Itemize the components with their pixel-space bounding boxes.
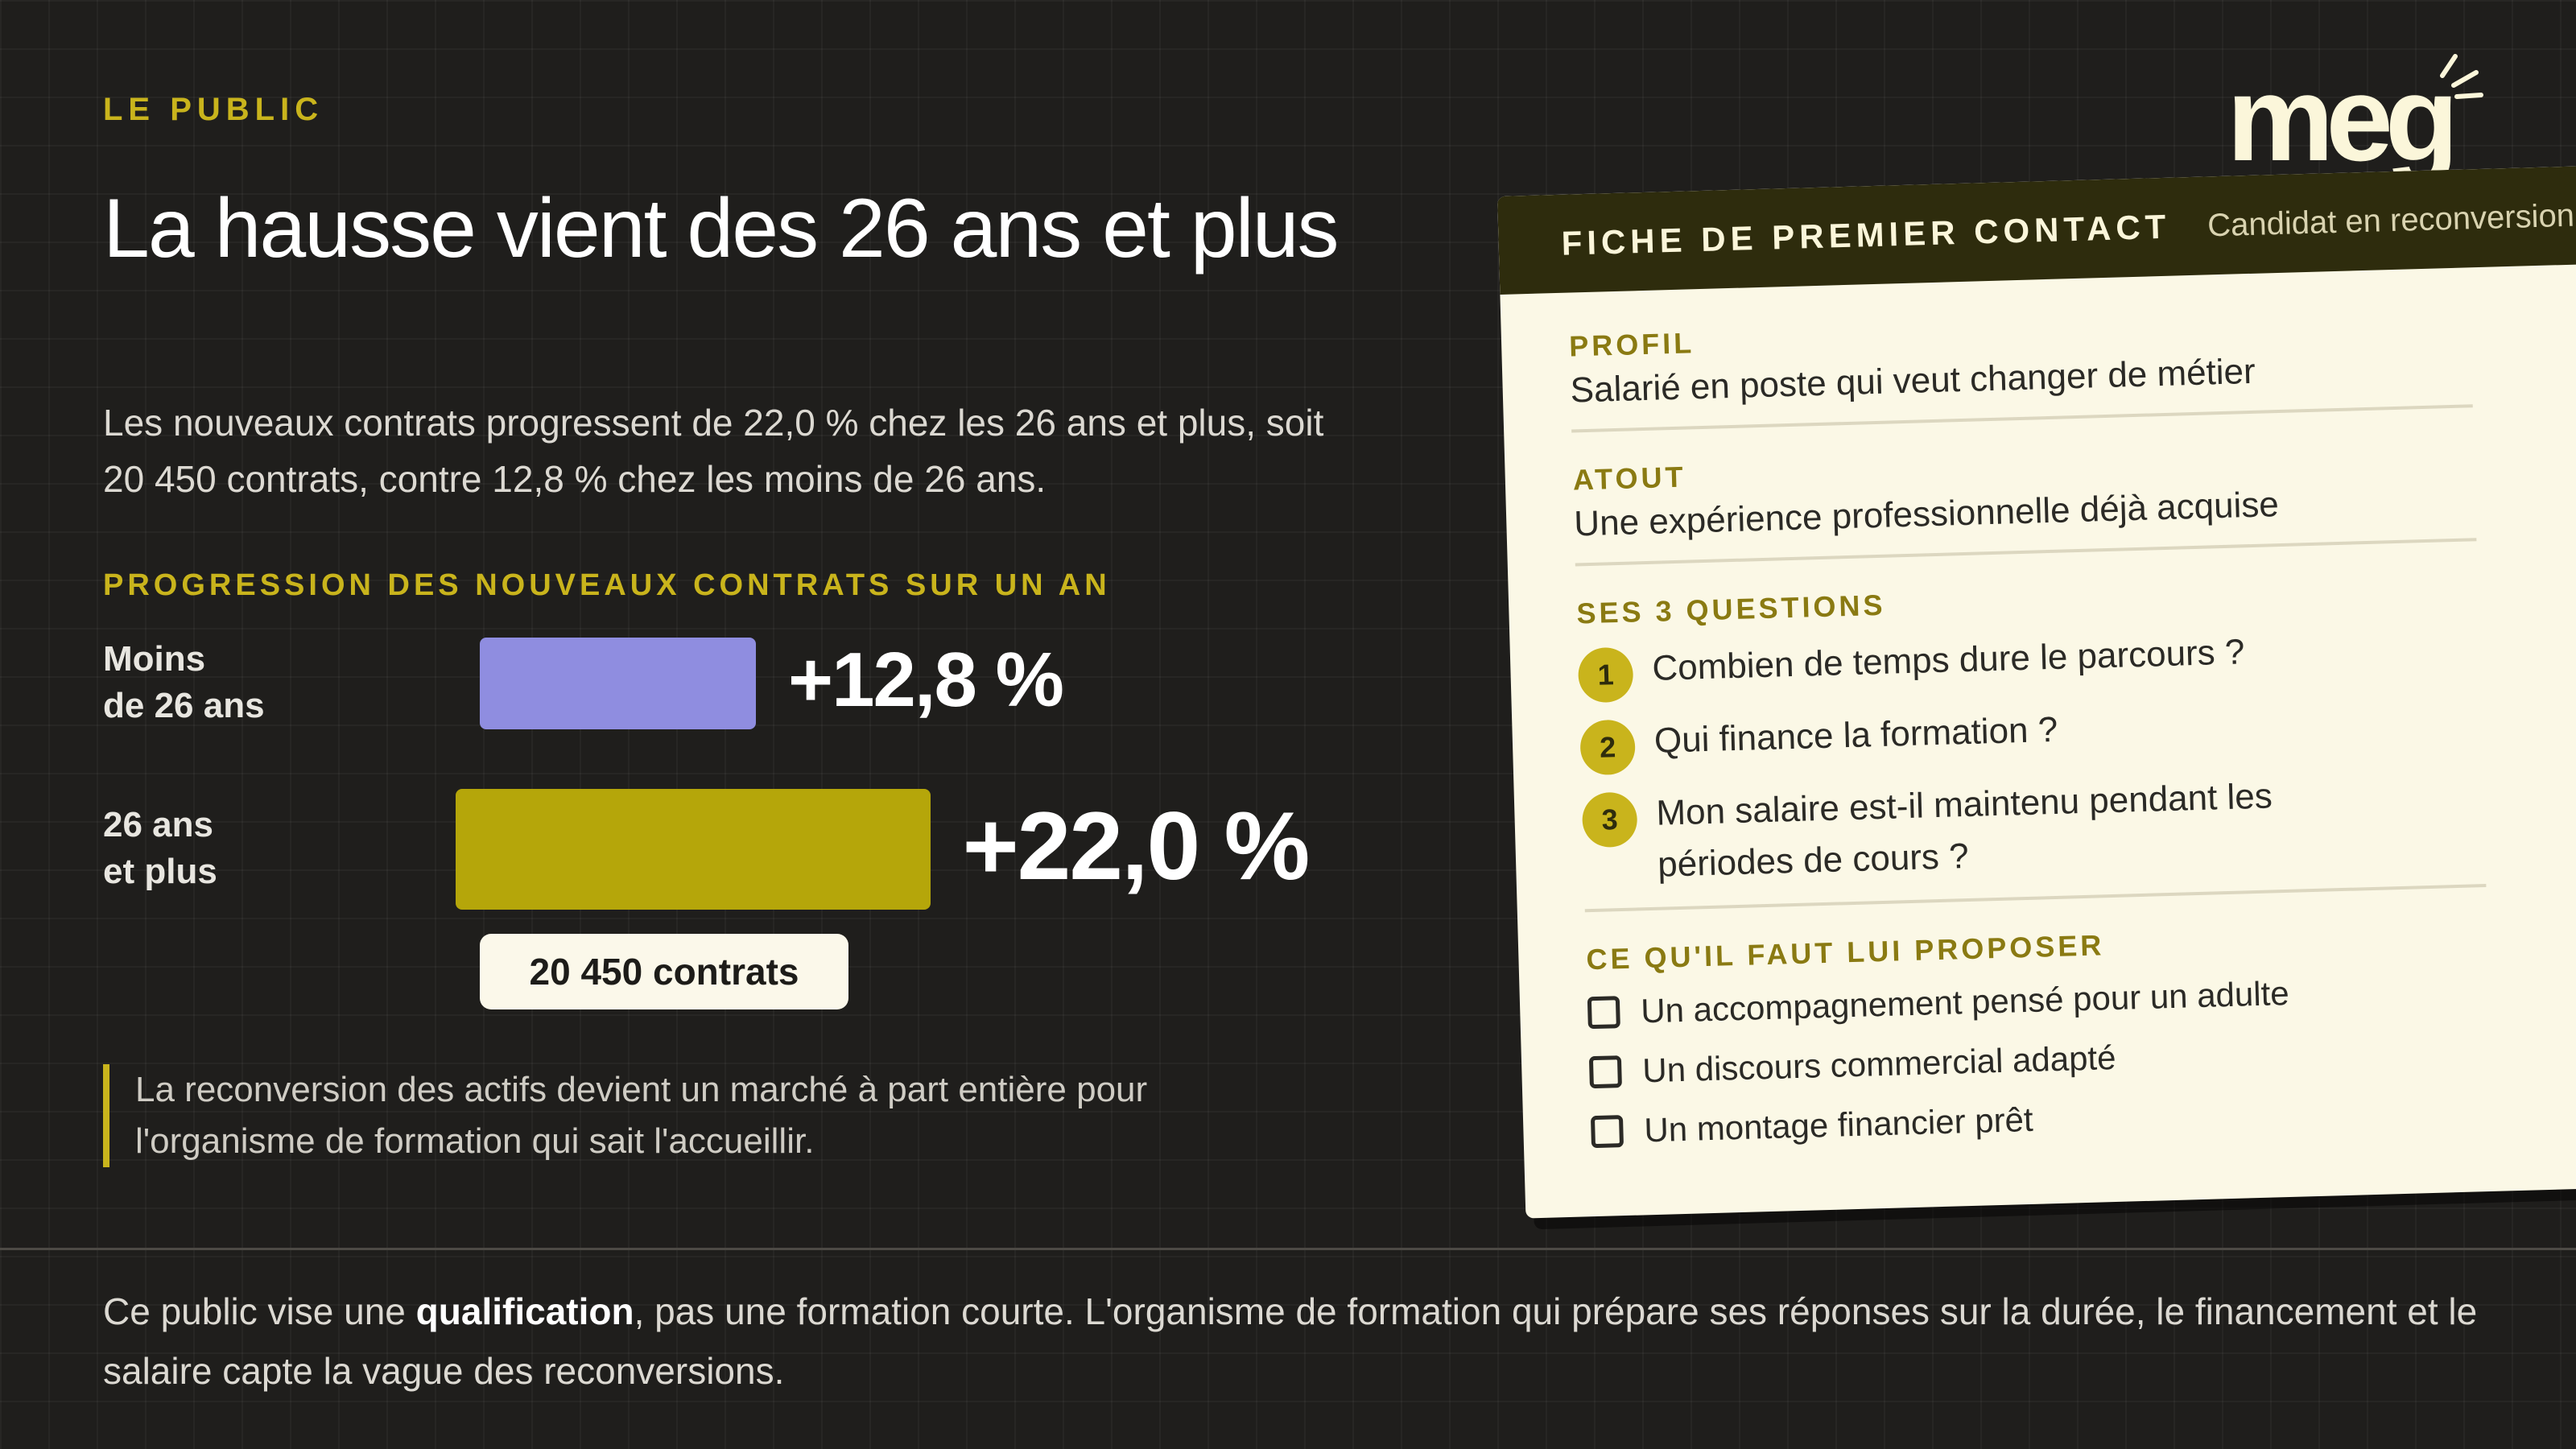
contracts-count-badge: 20 450 contrats [480,934,848,1009]
checklist-text: Un discours commercial adapté [1641,1038,2117,1090]
question-text: Combien de temps dure le parcours ? [1651,632,2246,688]
value-label-under-26: +12,8 % [788,637,1064,723]
value-label-26-plus: +22,0 % [962,792,1311,900]
footer-divider [0,1248,2576,1250]
sparkle-icon [2440,54,2483,99]
card-subtitle: Candidat en reconversion [2207,197,2575,243]
section-kicker: LE PUBLIC [103,92,324,127]
number-badge: 3 [1581,791,1638,848]
bar-under-26 [480,638,757,729]
page-title: La hausse vient des 26 ans et plus [103,182,1340,275]
page-subtitle: Les nouveaux contrats progressent de 22,… [103,402,1324,500]
chart-title: PROGRESSION DES NOUVEAUX CONTRATS SUR UN… [103,568,1111,602]
contact-card: FICHE DE PREMIER CONTACT Candidat en rec… [1497,163,2576,1219]
question-item: 2 Qui finance la formation ? [1579,687,2576,776]
category-label-under-26: Moins de 26 ans [103,639,265,725]
bar-26-plus [456,789,931,910]
question-item: 3 Mon salaire est-il maintenu pendant le… [1581,760,2576,893]
number-badge: 1 [1577,646,1634,704]
checkbox-icon[interactable] [1588,1055,1622,1089]
pull-quote: La reconversion des actifs devient un ma… [103,1064,1311,1167]
number-badge: 2 [1579,719,1637,776]
card-title: FICHE DE PREMIER CONTACT [1561,207,2171,262]
checkbox-icon[interactable] [1590,1115,1624,1149]
checklist-text: Un accompagnement pensé pour un adulte [1640,973,2290,1030]
question-text: Mon salaire est-il maintenu pendant les … [1655,776,2273,885]
checklist-text: Un montage financier prêt [1643,1100,2034,1150]
question-text: Qui finance la formation ? [1653,709,2058,761]
brand-logo: meg [2227,51,2458,186]
question-item: 1 Combien de temps dure le parcours ? [1577,615,2576,704]
category-label-26-plus: 26 ans et plus [103,805,217,891]
checkbox-icon[interactable] [1587,996,1620,1030]
footer-text: Ce public vise une qualification, pas un… [103,1290,2478,1392]
